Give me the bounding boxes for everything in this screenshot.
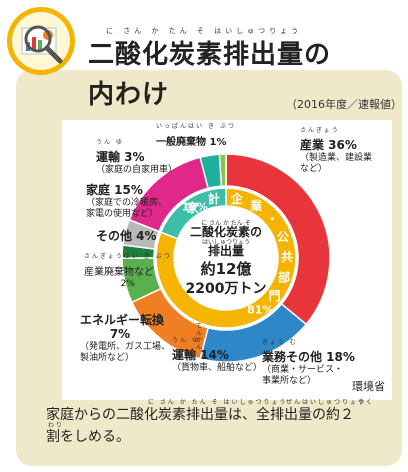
inner-pct-kigyo: 81% <box>247 303 273 316</box>
center-line3: 約12億 <box>201 260 252 278</box>
page-title-line1: 二酸化炭素排出量の <box>88 40 332 70</box>
inner-char-kigyo-4: 共 <box>281 249 293 264</box>
inner-char-kigyo-2: ・ <box>266 212 278 226</box>
center-line1: 二酸化炭素の <box>190 224 262 239</box>
source-credit: 環境省 <box>352 380 385 393</box>
label-katei: 家庭 15% （家庭での冷暖房、 家電の使用など） <box>86 183 168 219</box>
center-ruby-b: はいしゅつりょう <box>202 239 250 246</box>
label-ippan: いっぱんはい き ぶつ 一般廃棄物 1% <box>156 123 236 148</box>
footer-ruby-zen: ぜんはいしゅつりょう <box>286 399 367 406</box>
inner-char-kigyo-0: 企 <box>230 191 244 206</box>
inner-char-kigyo-1: 業 <box>249 198 263 213</box>
inner-pct-kakei: 19% <box>182 201 208 214</box>
label-unyu-home: うん ゆ 運輸 3% （家庭の自家用車） <box>96 139 178 176</box>
outer-slice-8 <box>218 153 227 187</box>
year-note: （2016年度／速報値） <box>286 98 402 111</box>
inner-char-kakei-1: 計 <box>208 191 220 206</box>
label-energy: エネルギー転換 てんかん 7% （発電所、ガス工場、 製油所など） <box>80 313 205 363</box>
donut-center <box>174 206 278 310</box>
magnifier-chart-icon <box>7 7 75 75</box>
center-line4: 2200万トン <box>186 281 267 297</box>
inner-char-kigyo-3: 公 <box>277 230 289 244</box>
page-title-line2: 内わけ <box>88 80 170 110</box>
footer-caption: 家庭からの二酸化炭素排出量は、全排出量の約２ 割をしめる。 <box>46 407 354 445</box>
footer-ruby-main: に さん か たん そ はいしゅつりょう <box>148 399 288 406</box>
center-line2: 排出量 <box>208 243 244 258</box>
label-sanpai: さんぎょうはい き ぶつ 産業廃棄物など 2% <box>84 253 172 290</box>
center-ruby-a: に さん か たん そ <box>201 220 251 227</box>
footer-ruby-wari: わり <box>48 422 65 429</box>
inner-char-kigyo-6: 門 <box>269 289 281 303</box>
title-ruby: に さん か たん そ はいしゅつりょう <box>106 27 303 35</box>
label-sangyo: さんぎょう 産業 36% （製造業、建設業 など） <box>300 127 373 174</box>
label-sonota: その他 4% <box>96 229 157 243</box>
label-unyu-freight: うん ゆ 運輸 14% （貨物車、船舶など） <box>172 337 263 374</box>
label-gyomu: ぎょう む 業務その他 18% （商業・サービス・ 事業所など） <box>262 339 355 386</box>
footer-ruby-yaku: やく <box>358 399 375 406</box>
inner-char-kigyo-5: 部 <box>278 270 290 285</box>
inner-char-kakei-0: 家 <box>187 200 200 215</box>
